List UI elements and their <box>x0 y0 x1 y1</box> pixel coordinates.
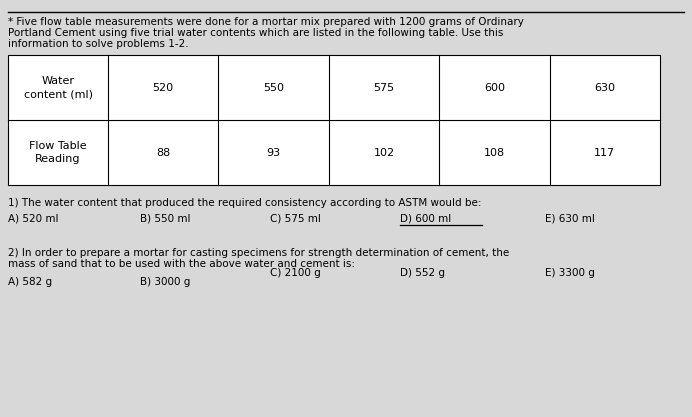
Text: mass of sand that to be used with the above water and cement is:: mass of sand that to be used with the ab… <box>8 259 355 269</box>
Text: C) 575 ml: C) 575 ml <box>270 213 321 223</box>
Text: 88: 88 <box>156 148 170 158</box>
Text: A) 520 ml: A) 520 ml <box>8 213 59 223</box>
Text: Flow Table
Reading: Flow Table Reading <box>29 141 86 164</box>
Text: 575: 575 <box>374 83 394 93</box>
Text: 550: 550 <box>263 83 284 93</box>
Text: Water
content (ml): Water content (ml) <box>24 76 93 99</box>
Text: Portland Cement using five trial water contents which are listed in the followin: Portland Cement using five trial water c… <box>8 28 503 38</box>
Text: 1) The water content that produced the required consistency according to ASTM wo: 1) The water content that produced the r… <box>8 198 482 208</box>
Text: E) 630 ml: E) 630 ml <box>545 213 595 223</box>
Bar <box>8 55 660 185</box>
Text: A) 582 g: A) 582 g <box>8 277 52 287</box>
Text: information to solve problems 1-2.: information to solve problems 1-2. <box>8 39 189 49</box>
Text: C) 2100 g: C) 2100 g <box>270 268 321 278</box>
Text: D) 600 ml: D) 600 ml <box>400 213 451 223</box>
Text: 93: 93 <box>266 148 281 158</box>
Text: B) 550 ml: B) 550 ml <box>140 213 190 223</box>
Text: 102: 102 <box>374 148 394 158</box>
Text: D) 552 g: D) 552 g <box>400 268 445 278</box>
Text: 520: 520 <box>153 83 174 93</box>
Text: E) 3300 g: E) 3300 g <box>545 268 595 278</box>
Text: * Five flow table measurements were done for a mortar mix prepared with 1200 gra: * Five flow table measurements were done… <box>8 17 524 27</box>
Text: 630: 630 <box>594 83 615 93</box>
Text: 600: 600 <box>484 83 505 93</box>
Text: 117: 117 <box>594 148 615 158</box>
Text: 2) In order to prepare a mortar for casting specimens for strength determination: 2) In order to prepare a mortar for cast… <box>8 248 509 258</box>
Text: 108: 108 <box>484 148 505 158</box>
Text: B) 3000 g: B) 3000 g <box>140 277 190 287</box>
